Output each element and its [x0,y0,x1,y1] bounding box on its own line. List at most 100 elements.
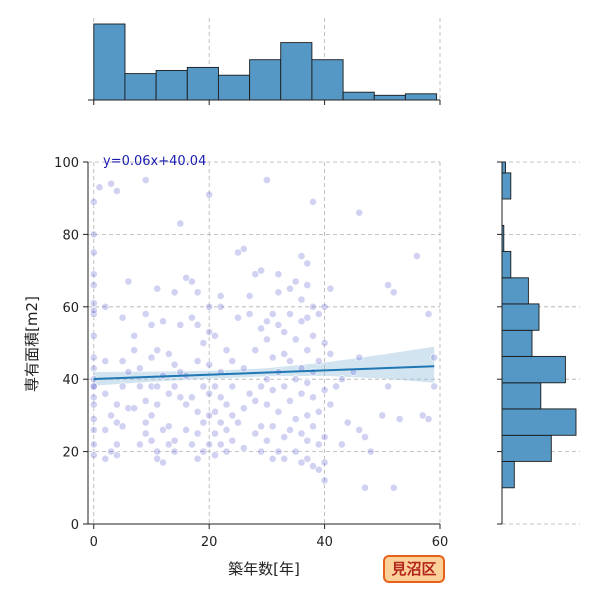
top-hist-bar [280,42,313,101]
y-tick-label: 20 [62,446,79,461]
scatter-point [222,447,231,456]
right-hist-bar [501,329,533,357]
scatter-point [89,306,98,315]
scatter-point [326,400,335,409]
scatter-points [89,176,439,492]
scatter-point [89,197,98,206]
scatter-point [89,451,98,460]
scatter-point [412,252,421,260]
top-marginal-histogram [88,18,441,105]
scatter-point [89,230,98,239]
scatter-point [424,415,433,423]
scatter-point [130,346,139,355]
scatter-point [268,422,277,431]
scatter-point [262,436,271,445]
scatter-point [297,295,306,304]
scatter-point [303,346,312,355]
scatter-point [211,382,219,391]
scatter-point [320,302,329,311]
scatter-point [251,396,260,405]
scatter-point [164,422,173,431]
scatter-point [251,270,260,279]
scatter-point [389,288,398,297]
scatter-point [147,353,156,362]
scatter-point [274,407,283,416]
scatter-point [159,425,167,434]
x-tick-label: 0 [90,535,98,550]
scatter-point [170,288,179,297]
scatter-point [228,411,237,420]
scatter-point [303,281,312,289]
scatter-point [320,476,329,485]
scatter-point [89,440,98,449]
y-tick-label: 80 [62,228,79,243]
y-tick-label: 60 [62,301,79,316]
scatter-point [89,270,98,279]
scatter-point [211,429,219,438]
y-tick-label: 100 [54,156,79,171]
scatter-point [130,331,139,340]
scatter-point [239,244,248,253]
scatter-point [159,458,167,467]
right-hist-bar [501,355,566,384]
scatter-point [424,310,433,318]
scatter-point [239,404,248,413]
regression-equation-label: y=0.06x+40.04 [103,154,206,169]
scatter-point [216,393,225,402]
scatter-point [182,425,190,434]
main-axes: 0 20 40 60 0 20 40 60 80 100 [54,156,448,550]
top-hist-bar [311,59,344,101]
right-hist-bar [501,382,542,410]
scatter-point [95,183,104,192]
scatter-point [262,400,271,409]
scatter-point [193,320,202,329]
scatter-point [164,349,173,358]
scatter-point [159,317,167,326]
scatter-point [89,393,98,402]
scatter-point [314,407,323,416]
scatter-point [205,440,214,449]
scatter-point [141,418,150,427]
scatter-point [170,382,179,391]
regression-line-layer [93,365,435,381]
top-hist-bar [124,73,157,101]
x-tick-label: 20 [201,535,218,550]
scatter-point [222,425,231,434]
scatter-point [193,429,202,438]
top-hist-bar [249,59,282,101]
scatter-point [337,440,346,449]
scatter-point [274,320,283,329]
scatter-point [245,291,254,300]
scatter-point [262,317,271,326]
scatter-point [309,462,317,470]
scatter-point [89,248,98,257]
top-hist-bar [217,74,251,101]
scatter-point [193,407,202,416]
scatter-point [182,400,190,409]
scatter-point [234,418,242,427]
scatter-point [141,310,150,318]
scatter-point [395,415,404,423]
scatter-point [366,447,375,456]
scatter-point [297,458,306,467]
scatter-point [286,357,294,365]
right-hist-bar [501,161,506,174]
scatter-point [314,465,323,474]
scatter-point [239,444,248,452]
scatter-point [135,364,144,373]
scatter-point [239,364,248,373]
scatter-point [378,411,387,420]
scatter-point [170,447,179,456]
scatter-point [251,429,260,438]
scatter-point [153,284,162,293]
scatter-point [153,400,162,409]
scatter-point [205,411,214,420]
scatter-point [228,436,237,445]
scatter-point [314,357,323,365]
scatter-point [384,382,392,391]
scatter-point [176,219,185,228]
main-grid [88,161,441,525]
scatter-point [280,328,289,336]
scatter-point [430,382,439,391]
y-tick-label: 0 [71,518,79,533]
